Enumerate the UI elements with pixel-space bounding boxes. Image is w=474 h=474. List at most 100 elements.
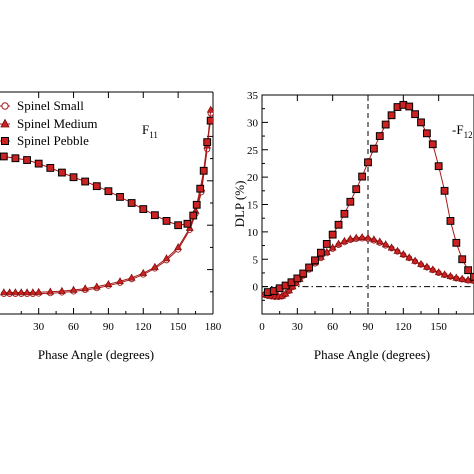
left-x-tick-label: 30	[33, 321, 45, 333]
left-x-tick-label: 60	[68, 321, 80, 333]
legend-marker-small	[1, 102, 9, 110]
legend: Spinel Small Spinel Medium Spinel Pebble	[0, 98, 98, 148]
left-point-spinel-pebble	[34, 159, 43, 168]
right-x-tick-label: 0	[259, 321, 265, 333]
right-point-spinel-pebble	[369, 144, 378, 153]
left-point-spinel-pebble	[104, 187, 113, 196]
right-point-spinel-medium	[340, 236, 349, 244]
left-point-spinel-pebble	[92, 182, 101, 191]
right-point-spinel-pebble	[311, 256, 319, 265]
legend-marker-pebble	[1, 137, 9, 145]
left-point-spinel-pebble	[139, 205, 148, 213]
left-point-spinel-medium	[104, 279, 113, 288]
right-point-spinel-pebble	[458, 255, 467, 264]
right-y-tick-label: 5	[253, 254, 259, 266]
right-point-spinel-pebble	[322, 240, 331, 248]
right-point-spinel-medium	[452, 273, 461, 281]
left-x-axis-label: Phase Angle (degrees)	[38, 347, 154, 362]
right-point-spinel-pebble	[346, 197, 355, 206]
right-y-axis-label: DLP (%)	[232, 181, 247, 228]
left-point-spinel-medium	[174, 243, 183, 251]
left-annotation-main: F	[142, 122, 149, 137]
right-point-spinel-medium	[440, 270, 449, 278]
right-x-tick-label: 60	[327, 321, 339, 333]
left-x-ticks: 30 60 90 120 150 180	[20, 92, 222, 333]
right-point-spinel-pebble	[340, 209, 349, 218]
right-point-spinel-pebble	[387, 111, 396, 120]
right-point-spinel-pebble	[364, 158, 372, 167]
right-point-spinel-medium	[393, 246, 402, 254]
right-annotation: -F12	[452, 122, 473, 140]
right-point-spinel-medium	[417, 259, 425, 267]
right-point-spinel-pebble	[293, 274, 302, 283]
right-y-ticks: 0 5 10 15 20 25 30 35	[247, 90, 268, 301]
right-series-line-spinel-pebble	[267, 104, 474, 293]
right-point-spinel-medium	[381, 240, 390, 248]
left-point-spinel-pebble	[58, 168, 66, 177]
right-point-spinel-medium	[387, 243, 396, 251]
right-point-spinel-medium	[322, 247, 331, 255]
right-point-spinel-pebble	[446, 217, 455, 225]
right-point-spinel-pebble	[434, 162, 443, 171]
right-point-spinel-pebble	[452, 238, 461, 247]
right-x-tick-label: 120	[395, 321, 412, 333]
left-point-spinel-pebble	[150, 211, 159, 220]
right-point-spinel-medium	[334, 239, 343, 247]
right-point-spinel-medium	[364, 233, 372, 241]
right-annotation-main: -F	[452, 122, 464, 137]
right-point-spinel-medium	[422, 262, 431, 270]
right-point-spinel-medium	[434, 268, 443, 276]
right-point-spinel-pebble	[417, 118, 425, 127]
right-point-spinel-medium	[446, 271, 455, 279]
left-annotation: F11	[142, 122, 158, 140]
right-point-spinel-pebble	[299, 269, 308, 278]
left-point-spinel-medium	[23, 288, 31, 296]
left-point-spinel-medium	[139, 268, 148, 276]
right-point-spinel-pebble	[470, 272, 474, 281]
left-point-spinel-pebble	[183, 219, 192, 228]
right-panel: 0 30 60 90 120 150 0 5 10 15 20 25 30 35 -F12 DLP (%…	[232, 90, 474, 362]
left-annotation-sub: 11	[149, 130, 158, 140]
left-point-spinel-medium	[92, 282, 101, 290]
right-point-spinel-pebble	[422, 129, 431, 138]
right-point-spinel-pebble	[411, 110, 420, 119]
left-point-spinel-medium	[69, 285, 78, 293]
legend-entry-small: Spinel Small	[0, 98, 84, 113]
left-point-spinel-pebble	[23, 156, 31, 164]
left-x-tick-label: 90	[103, 321, 115, 333]
right-point-spinel-medium	[346, 234, 355, 242]
left-point-spinel-pebble	[199, 166, 208, 175]
right-point-spinel-pebble	[381, 120, 390, 129]
left-point-spinel-pebble	[196, 184, 205, 193]
right-y-tick-label: 0	[253, 282, 259, 294]
right-point-spinel-medium	[458, 274, 467, 282]
legend-entry-pebble: Spinel Pebble	[0, 133, 89, 148]
left-point-spinel-pebble	[189, 211, 198, 220]
left-point-spinel-pebble	[46, 164, 55, 172]
right-point-spinel-pebble	[428, 140, 437, 149]
right-point-spinel-pebble	[328, 230, 337, 239]
left-point-spinel-pebble	[192, 200, 201, 209]
right-point-spinel-medium	[375, 237, 384, 245]
right-x-ticks: 0 30 60 90 120 150	[259, 95, 457, 333]
right-point-spinel-pebble	[440, 186, 449, 195]
legend-marker-medium	[0, 118, 10, 128]
right-point-spinel-pebble	[316, 248, 325, 257]
left-series-group	[0, 105, 213, 297]
left-point-spinel-medium	[28, 288, 37, 296]
left-point-spinel-medium	[58, 286, 66, 294]
right-point-spinel-medium	[352, 233, 361, 241]
right-point-spinel-medium	[428, 265, 437, 273]
left-point-spinel-pebble	[11, 154, 20, 163]
right-point-spinel-pebble	[334, 220, 343, 229]
legend-label-small: Spinel Small	[17, 98, 84, 113]
right-x-tick-label: 30	[292, 321, 304, 333]
left-point-spinel-pebble	[116, 193, 124, 201]
right-y-tick-label: 10	[247, 227, 259, 239]
right-series-line-spinel-medium	[264, 236, 474, 297]
left-x-tick-label: 180	[205, 321, 222, 333]
right-point-spinel-pebble	[405, 102, 414, 111]
right-x-axis-label: Phase Angle (degrees)	[314, 347, 430, 362]
right-point-spinel-medium	[399, 249, 408, 258]
